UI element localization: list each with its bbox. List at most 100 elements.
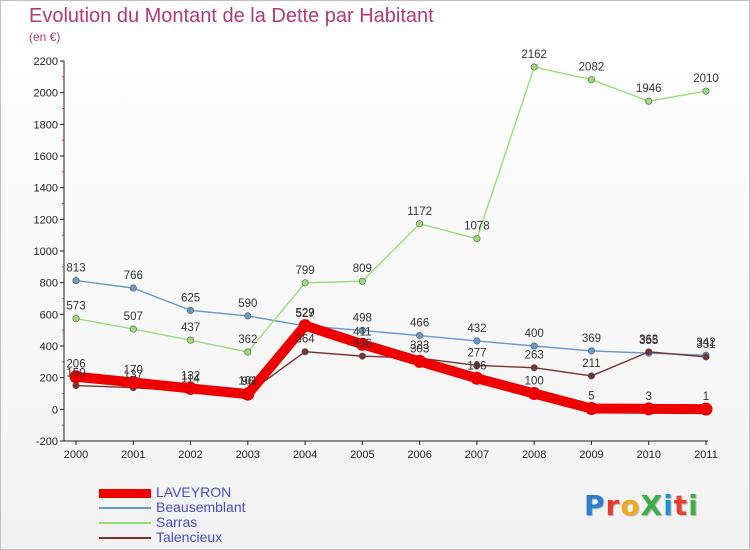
data-label-laveyron: 1 (703, 391, 709, 403)
data-point-sarras (416, 220, 424, 228)
data-label-sarras: 809 (353, 263, 372, 275)
series-line-beausemblant (75, 279, 707, 356)
data-point-laveyron (699, 402, 713, 416)
y-tick-label: 800 (40, 278, 58, 290)
data-point-sarras (587, 76, 595, 84)
y-tick-label: -200 (36, 436, 58, 448)
data-point-beausemblant (530, 342, 538, 350)
data-point-laveyron (470, 371, 484, 385)
data-label-laveyron: 206 (66, 359, 85, 371)
data-point-talencieux (358, 352, 366, 360)
data-point-laveyron (126, 375, 140, 389)
legend-label-talencieux: Talencieux (156, 529, 223, 545)
data-label-laveyron: 411 (353, 326, 371, 338)
data-label-laveyron: 196 (467, 360, 486, 372)
data-point-sarras (702, 87, 710, 95)
x-tick-label: 2004 (293, 449, 317, 461)
data-point-sarras (645, 97, 653, 105)
data-point-sarras (358, 277, 366, 285)
data-point-sarras (301, 279, 309, 287)
y-tick-label: 2200 (34, 56, 58, 68)
data-label-sarras: 2082 (579, 62, 605, 74)
x-tick-label: 2007 (465, 449, 489, 461)
data-label-laveyron: 529 (295, 308, 314, 320)
data-label-laveyron: 5 (588, 391, 594, 403)
x-tick-label: 2011 (694, 449, 718, 461)
data-point-talencieux (301, 348, 309, 356)
data-point-laveyron (355, 337, 369, 351)
x-tick-label: 2008 (522, 449, 546, 461)
x-tick-label: 2002 (178, 449, 202, 461)
data-label-beausemblant: 766 (124, 270, 143, 282)
x-tick-label: 2009 (579, 449, 603, 461)
legend-swatch-laveyron (99, 488, 151, 498)
proxiti-logo: ProXiti (584, 489, 699, 522)
data-label-sarras: 507 (124, 311, 143, 323)
data-point-sarras (72, 315, 80, 323)
chart-title: Evolution du Montant de la Dette par Hab… (29, 5, 434, 27)
data-point-talencieux (702, 353, 710, 361)
y-tick-label: 600 (40, 309, 58, 321)
data-point-beausemblant (129, 284, 137, 292)
data-label-talencieux: 364 (295, 334, 315, 346)
y-tick-label: 1800 (34, 119, 58, 131)
data-label-talencieux: 137 (124, 370, 143, 382)
data-label-sarras: 1946 (636, 83, 662, 95)
x-tick-label: 2006 (407, 449, 431, 461)
data-label-sarras: 362 (238, 334, 257, 346)
legend-label-laveyron: LAVEYRON (156, 484, 232, 500)
data-point-laveyron (298, 319, 312, 333)
x-tick-label: 2010 (636, 449, 660, 461)
data-label-beausemblant: 625 (181, 292, 200, 304)
x-tick-label: 2003 (236, 449, 260, 461)
data-label-beausemblant: 590 (238, 298, 257, 310)
data-label-sarras: 2162 (521, 49, 547, 61)
y-tick-label: 1600 (34, 151, 58, 163)
series-line-sarras (75, 66, 707, 353)
y-tick-label: 2000 (34, 88, 58, 100)
data-label-beausemblant: 527 (295, 308, 314, 320)
data-point-sarras (530, 63, 538, 71)
data-label-talencieux: 101 (238, 375, 257, 387)
x-tick-label: 2000 (64, 449, 88, 461)
data-point-talencieux (530, 364, 538, 372)
data-label-beausemblant: 498 (353, 312, 372, 324)
data-label-beausemblant: 466 (410, 318, 429, 330)
data-point-talencieux (473, 361, 481, 369)
data-point-beausemblant (587, 347, 595, 355)
data-label-beausemblant: 813 (66, 263, 85, 275)
data-point-laveyron (184, 381, 198, 395)
data-point-sarras (473, 235, 481, 243)
data-point-talencieux (72, 382, 80, 390)
y-tick-label: 400 (40, 341, 58, 353)
data-label-beausemblant: 432 (467, 323, 486, 335)
data-point-laveyron (69, 370, 83, 384)
data-point-beausemblant (416, 332, 424, 340)
data-label-talencieux: 263 (525, 350, 544, 362)
data-point-laveyron (241, 387, 255, 401)
data-label-laveyron: 170 (124, 364, 143, 376)
y-tick-label: 1200 (34, 214, 58, 226)
legend-label-sarras: Sarras (156, 514, 198, 530)
data-label-sarras: 1078 (464, 221, 490, 233)
legend-swatch-sarras (99, 522, 151, 524)
x-tick-label: 2005 (350, 449, 374, 461)
data-point-laveyron (413, 354, 427, 368)
data-point-laveyron (642, 402, 656, 416)
data-point-talencieux (587, 372, 595, 380)
data-label-talencieux: 363 (639, 334, 658, 346)
data-point-sarras (129, 325, 137, 333)
legend-swatch-beausemblant (99, 507, 151, 509)
data-label-beausemblant: 355 (639, 335, 658, 347)
legend-swatch-talencieux (99, 537, 151, 539)
data-point-beausemblant (473, 337, 481, 345)
x-tick-label: 2001 (121, 449, 145, 461)
data-point-talencieux (645, 348, 653, 356)
legend-label-beausemblant: Beausemblant (156, 499, 246, 515)
data-point-beausemblant (358, 326, 366, 334)
y-tick-label: 200 (40, 373, 58, 385)
series-line-laveyron (71, 320, 711, 415)
chart-subtitle: (en €) (29, 30, 61, 44)
